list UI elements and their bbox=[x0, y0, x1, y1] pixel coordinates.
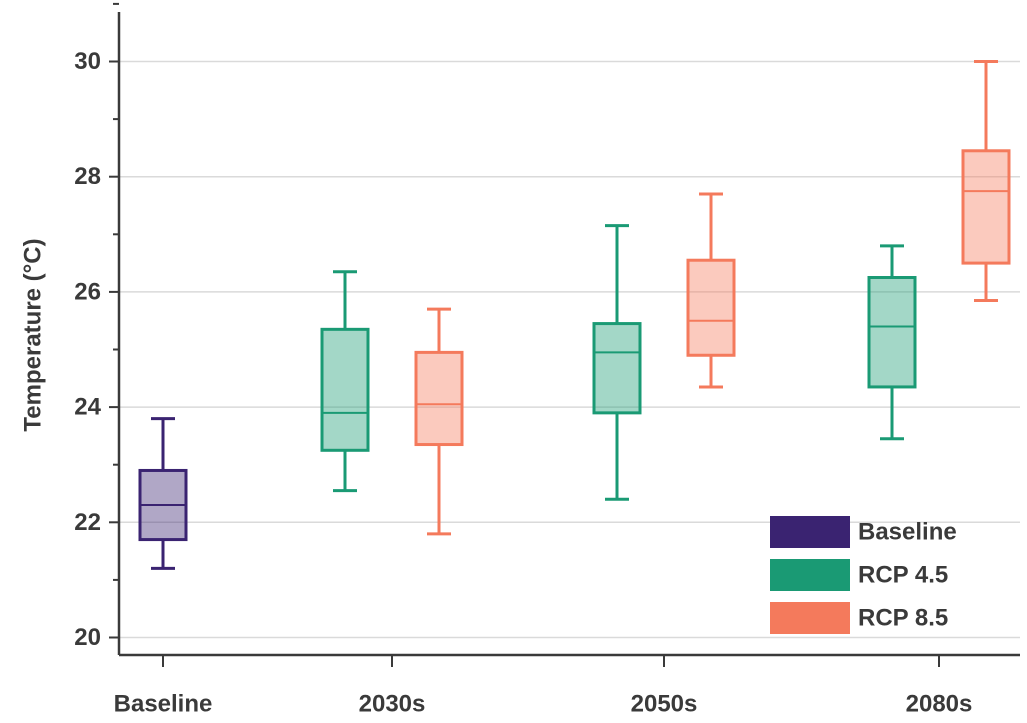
legend: Baseline RCP 4.5 RCP 8.5 bbox=[770, 516, 957, 634]
box-baseline-baseline bbox=[138, 417, 188, 570]
axes: 20 22 24 26 28 30 Baseline 2030s 2050s 2080s bbox=[74, 2, 1020, 718]
x-tick-label-2050s: 2050s bbox=[631, 691, 698, 718]
iqr-box-rcp-8-5-2080s bbox=[961, 149, 1011, 265]
iqr-box-rcp-8-5-2030s bbox=[414, 350, 464, 447]
box-rcp-4-5-2050s bbox=[592, 224, 642, 501]
boxes bbox=[138, 60, 1011, 570]
y-tick-label-24: 24 bbox=[74, 394, 101, 421]
box-rcp-8-5-2050s bbox=[686, 192, 736, 389]
iqr-box-rcp-4-5-2050s bbox=[592, 322, 642, 415]
box-rcp-8-5-2030s bbox=[414, 307, 464, 536]
iqr-box-rcp-8-5-2050s bbox=[686, 258, 736, 357]
x-tick-label-2030s: 2030s bbox=[359, 691, 426, 718]
y-tick-label-22: 22 bbox=[74, 509, 101, 536]
legend-swatch-rcp-8-5 bbox=[770, 602, 850, 634]
legend-swatch-rcp-4-5 bbox=[770, 559, 850, 591]
legend-label-baseline: Baseline bbox=[858, 519, 957, 546]
y-tick-label-28: 28 bbox=[74, 163, 101, 190]
y-axis-title: Temperature (°C) bbox=[19, 238, 46, 431]
y-tick-label-30: 30 bbox=[74, 48, 101, 75]
legend-label-rcp-8-5: RCP 8.5 bbox=[858, 605, 948, 632]
legend-swatch-baseline bbox=[770, 516, 850, 548]
box-rcp-8-5-2080s bbox=[961, 60, 1011, 303]
iqr-box-rcp-4-5-2080s bbox=[867, 276, 917, 389]
box-rcp-4-5-2030s bbox=[320, 270, 370, 493]
y-tick-label-26: 26 bbox=[74, 278, 101, 305]
legend-label-rcp-4-5: RCP 4.5 bbox=[858, 562, 948, 589]
x-tick-label-baseline: Baseline bbox=[114, 691, 213, 718]
gridlines bbox=[119, 60, 1020, 639]
x-tick-label-2080s: 2080s bbox=[906, 691, 973, 718]
iqr-box-rcp-4-5-2030s bbox=[320, 327, 370, 452]
box-rcp-4-5-2080s bbox=[867, 244, 917, 441]
y-tick-label-20: 20 bbox=[74, 624, 101, 651]
